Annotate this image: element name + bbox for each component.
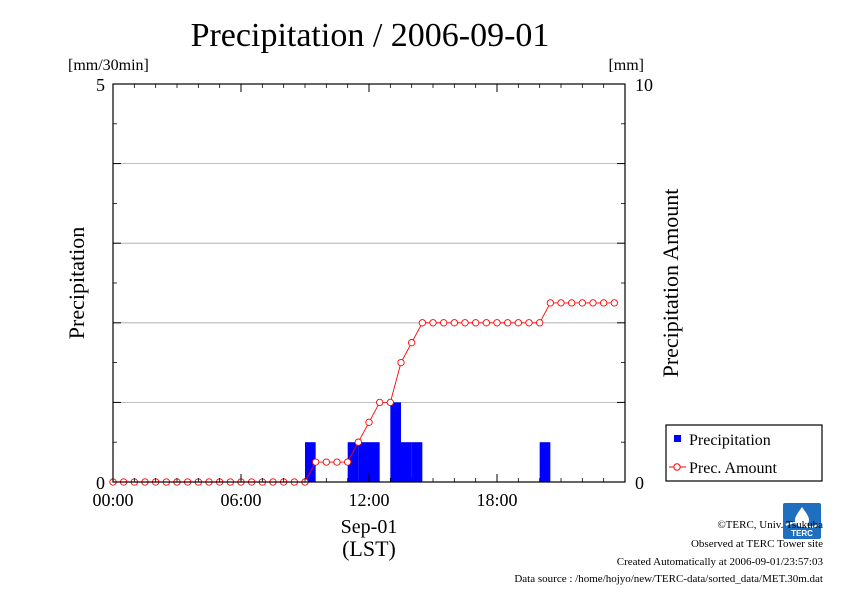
prec-amount-point: [578, 299, 586, 307]
footer-observed: Observed at TERC Tower site: [690, 538, 823, 550]
prec-amount-point: [482, 319, 490, 327]
prec-amount-point: [504, 319, 512, 327]
legend-precipitation-marker: [674, 435, 681, 442]
x-tick-label: 12:00: [348, 490, 389, 510]
prec-amount-point: [418, 319, 426, 327]
precipitation-bar: [539, 442, 551, 482]
prec-amount-point: [450, 319, 458, 327]
x-axis-tz-label: (LST): [342, 536, 396, 561]
legend-precipitation-label: Precipitation: [689, 432, 771, 449]
prec-amount-point: [536, 319, 544, 327]
legend-amount-label: Prec. Amount: [689, 460, 778, 477]
right-unit-label: [mm]: [608, 57, 644, 74]
prec-amount-point: [589, 299, 597, 307]
footer-copyright: ©TERC, Univ. Tsukuba: [717, 519, 823, 531]
legend: Precipitation Prec. Amount: [665, 424, 823, 482]
prec-amount-point: [397, 358, 405, 367]
prec-amount-point: [525, 319, 533, 327]
precipitation-bar: [305, 442, 316, 482]
prec-amount-point: [514, 319, 522, 327]
prec-amount-point: [557, 299, 565, 307]
prec-amount-point: [376, 398, 384, 407]
left-axis-title: Precipitation: [64, 227, 89, 339]
prec-amount-point: [610, 299, 618, 307]
chart-title: Precipitation / 2006-09-01: [191, 17, 550, 54]
footer-source: Data source : /home/hojyo/new/TERC-data/…: [514, 573, 823, 585]
precipitation-bar: [347, 442, 359, 482]
legend-frame: [665, 424, 823, 482]
x-tick-label: 18:00: [476, 490, 517, 510]
prec-amount-point: [344, 458, 352, 466]
x-axis-date-label: Sep-01: [341, 516, 398, 538]
precipitation-bars: [305, 402, 551, 482]
prec-amount-point: [365, 418, 373, 426]
y-left-tick-label: 0: [96, 473, 105, 493]
footer-created: Created Automatically at 2006-09-01/23:5…: [616, 556, 823, 568]
x-tick-label: 06:00: [220, 490, 261, 510]
y-right-tick-label: 0: [635, 473, 644, 493]
prec-amount-point: [386, 398, 394, 407]
prec-amount-point: [312, 458, 320, 466]
precipitation-bar: [358, 442, 369, 482]
x-tick-label: 00:00: [92, 490, 133, 510]
precipitation-bar: [390, 402, 401, 482]
precipitation-bar: [411, 442, 423, 482]
prec-amount-point: [461, 319, 469, 327]
y-left-tick-label: 5: [96, 75, 105, 95]
prec-amount-point: [354, 438, 362, 446]
precipitation-bar: [401, 442, 412, 482]
y-right-tick-label: 10: [635, 75, 653, 95]
prec-amount-point: [408, 339, 416, 347]
logo-text: TERC: [791, 529, 813, 538]
legend-amount-marker: [673, 463, 681, 471]
prec-amount-point: [546, 299, 554, 307]
prec-amount-point: [322, 458, 330, 466]
prec-amount-point: [493, 319, 501, 327]
prec-amount-point: [568, 299, 576, 307]
prec-amount-point: [440, 319, 448, 327]
prec-amount-point: [333, 458, 341, 466]
prec-amount-point: [472, 319, 480, 327]
left-unit-label: [mm/30min]: [68, 57, 149, 74]
right-axis-title: Precipitation Amount: [658, 189, 683, 378]
axis-ticks: 00:00 06:00 12:00 18:00 0 5 0 10: [92, 75, 653, 510]
prec-amount-point: [600, 299, 608, 307]
precipitation-bar: [369, 442, 380, 482]
prec-amount-point: [429, 319, 437, 327]
gridlines: [113, 163, 625, 403]
terc-logo-icon: TERC: [783, 503, 821, 539]
